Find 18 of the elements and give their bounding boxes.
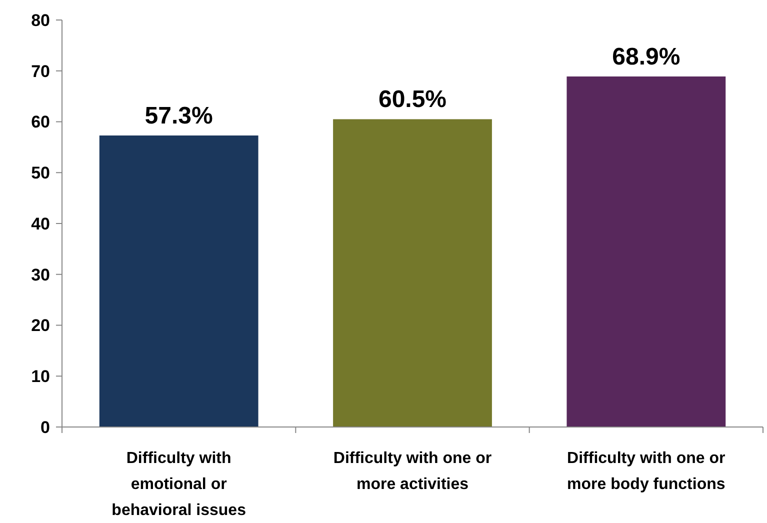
data-label: 60.5% bbox=[378, 86, 447, 114]
y-tick-label: 30 bbox=[31, 265, 50, 284]
bar bbox=[99, 135, 258, 427]
data-label: 57.3% bbox=[144, 102, 213, 130]
x-tick-label: Difficulty with emotional or behavioral issues bbox=[112, 450, 246, 519]
data-label: 68.9% bbox=[612, 43, 680, 70]
x-tick-label: Difficulty with one or more activities bbox=[333, 450, 492, 493]
y-tick-label: 0 bbox=[40, 418, 50, 437]
y-tick-label: 50 bbox=[31, 164, 50, 183]
y-tick-label: 80 bbox=[31, 10, 50, 30]
x-tick-label: Difficulty with one or more body functions bbox=[567, 450, 726, 493]
y-tick-label: 40 bbox=[31, 214, 50, 234]
y-tick-label: 70 bbox=[31, 62, 50, 81]
bar bbox=[566, 76, 726, 427]
y-tick-label: 20 bbox=[31, 316, 50, 336]
y-tick-label: 60 bbox=[31, 112, 50, 132]
bar bbox=[333, 119, 492, 427]
y-tick-label: 10 bbox=[31, 367, 50, 386]
